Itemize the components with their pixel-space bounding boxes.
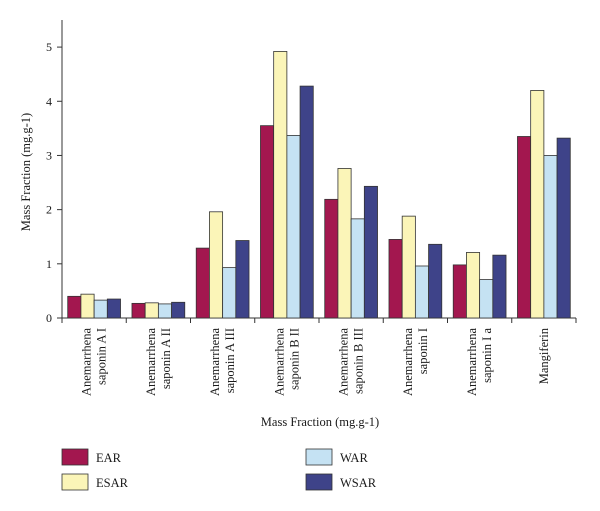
- bar-war: [479, 279, 494, 319]
- bar-wsar: [235, 240, 250, 319]
- y-tick-label: 1: [46, 257, 52, 271]
- x-category-label: Anemarrhena: [144, 328, 158, 396]
- legend-swatch-wsar: [305, 473, 333, 491]
- y-tick-label: 2: [46, 203, 52, 217]
- legend-label-esar: ESAR: [96, 476, 129, 490]
- x-category-label: Anemarrhena: [272, 328, 286, 396]
- bar-ear: [260, 125, 275, 319]
- bar-esar: [209, 211, 224, 319]
- y-tick-label: 3: [46, 148, 52, 162]
- x-category-label: Anemarrhena: [465, 328, 479, 396]
- x-category-label: saponin A II: [159, 328, 173, 389]
- x-category-label: Mangiferin: [537, 327, 551, 384]
- legend-label-war: WAR: [340, 451, 368, 465]
- bar-esar: [80, 293, 95, 319]
- bar-war: [286, 135, 301, 319]
- bar-wsar: [299, 85, 314, 319]
- bars: [67, 51, 571, 319]
- y-tick-label: 0: [46, 311, 52, 325]
- legend-swatch-ear: [61, 448, 89, 466]
- bar-esar: [466, 252, 481, 319]
- x-category-label: saponin B III: [352, 328, 366, 394]
- y-tick-label: 4: [46, 94, 52, 108]
- bar-war: [157, 303, 172, 319]
- bar-ear: [131, 302, 146, 319]
- bar-ear: [517, 136, 532, 319]
- bar-esar: [144, 302, 159, 319]
- x-category-label: saponin A I: [95, 328, 109, 385]
- legend-swatch-esar: [61, 473, 89, 491]
- bar-ear: [195, 247, 210, 319]
- x-category-label: saponin I a: [480, 328, 494, 383]
- x-category-label: Anemarrhena: [208, 328, 222, 396]
- legend-swatch-war: [305, 448, 333, 466]
- bar-esar: [273, 51, 288, 319]
- x-category-label: Anemarrhena: [80, 328, 94, 396]
- category-labels: Anemarrhena saponin A I Anemarrhena saponin…: [61, 318, 577, 396]
- bar-war: [414, 265, 429, 319]
- x-category-label: Anemarrhena: [401, 328, 415, 396]
- bar-wsar: [492, 254, 507, 319]
- x-category-label: saponin I: [416, 328, 430, 374]
- y-ticks: 0 1 2 3 4 5: [46, 40, 62, 325]
- bar-wsar: [428, 243, 443, 319]
- bar-esar: [530, 90, 545, 319]
- legend: EAR ESAR WAR WSAR: [61, 448, 377, 491]
- y-tick-label: 5: [46, 40, 52, 54]
- bar-war: [350, 218, 365, 319]
- x-category-label: saponin A III: [223, 328, 237, 393]
- legend-label-wsar: WSAR: [340, 476, 377, 490]
- y-axis-title: Mass Fraction (mg.g-1): [19, 113, 33, 231]
- bar-wsar: [556, 137, 571, 319]
- bar-wsar: [106, 298, 121, 319]
- x-category-label: saponin B II: [287, 328, 301, 390]
- bar-ear: [388, 239, 403, 319]
- bar-war: [222, 267, 237, 319]
- bar-wsar: [171, 301, 186, 319]
- bar-ear: [67, 295, 82, 319]
- bar-esar: [401, 215, 416, 319]
- legend-label-ear: EAR: [96, 451, 122, 465]
- x-category-label: Anemarrhena: [337, 328, 351, 396]
- bar-esar: [337, 168, 352, 319]
- bar-ear: [324, 198, 339, 319]
- bar-ear: [452, 264, 467, 319]
- x-axis-title: Mass Fraction (mg.g-1): [261, 415, 379, 429]
- bar-war: [93, 299, 108, 319]
- bar-war: [543, 155, 558, 319]
- bar-wsar: [363, 185, 378, 319]
